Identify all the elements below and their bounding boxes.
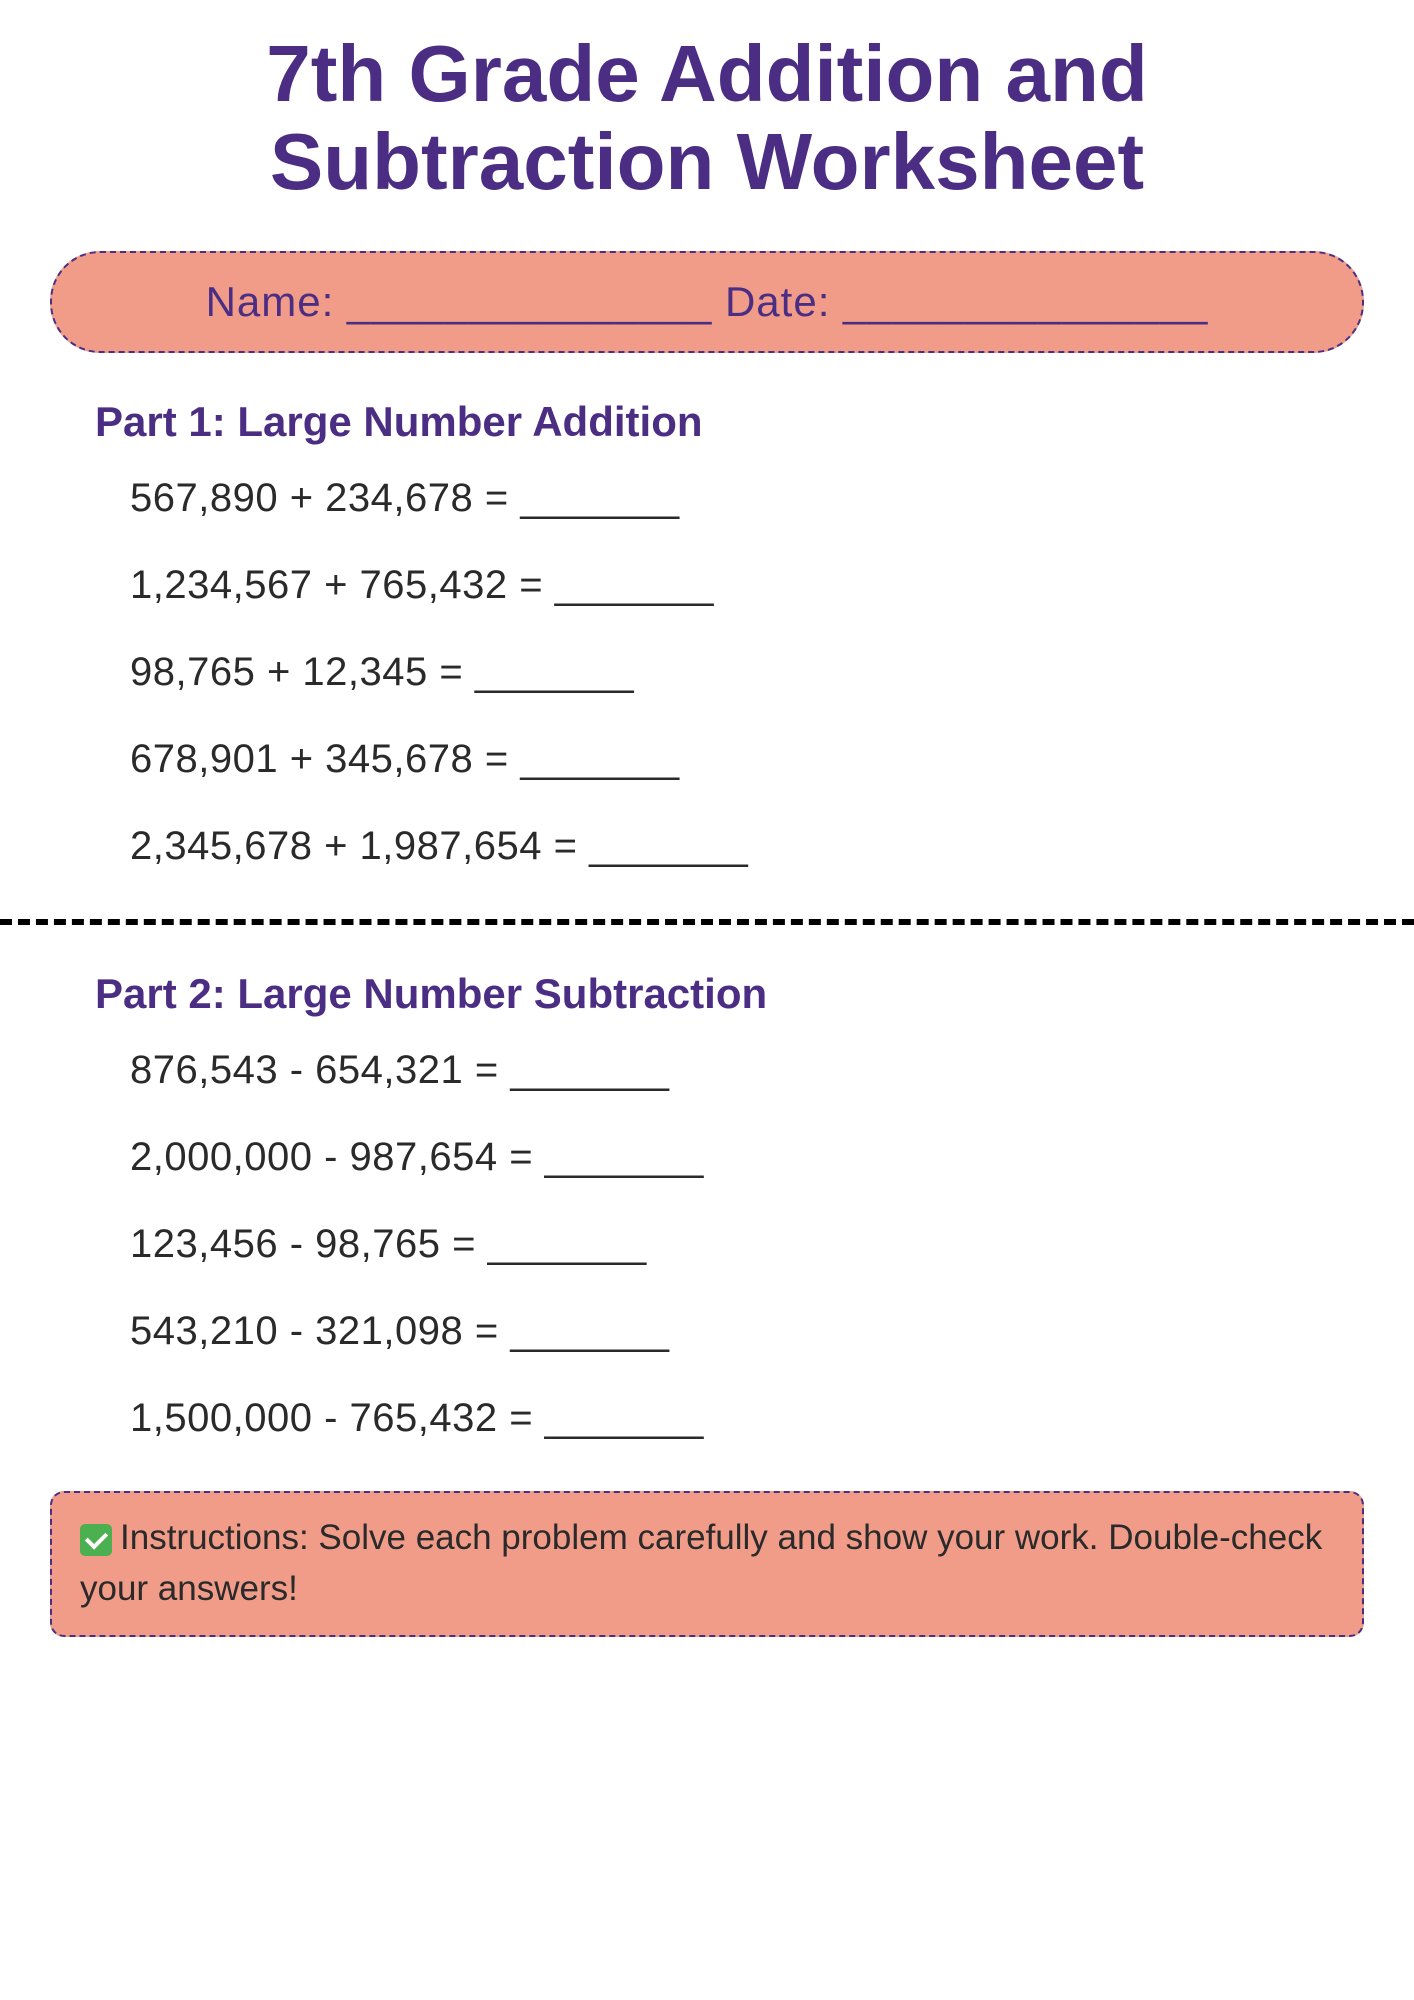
section-divider — [0, 919, 1414, 925]
problem-item[interactable]: 2,345,678 + 1,987,654 = _______ — [130, 824, 1414, 869]
instructions-label: Instructions: Solve each problem careful… — [80, 1518, 1322, 1608]
part2-title: Part 2: Large Number Subtraction — [95, 970, 1414, 1018]
problem-item[interactable]: 2,000,000 - 987,654 = _______ — [130, 1135, 1414, 1180]
name-date-box: Name: _______________ Date: ____________… — [50, 251, 1364, 353]
problem-item[interactable]: 98,765 + 12,345 = _______ — [130, 650, 1414, 695]
name-date-label[interactable]: Name: _______________ Date: ____________… — [82, 278, 1332, 326]
problem-item[interactable]: 1,500,000 - 765,432 = _______ — [130, 1396, 1414, 1441]
part1-problems-list: 567,890 + 234,678 = _______ 1,234,567 + … — [130, 476, 1414, 869]
instructions-box: Instructions: Solve each problem careful… — [50, 1491, 1364, 1637]
problem-item[interactable]: 1,234,567 + 765,432 = _______ — [130, 563, 1414, 608]
problem-item[interactable]: 678,901 + 345,678 = _______ — [130, 737, 1414, 782]
problem-item[interactable]: 123,456 - 98,765 = _______ — [130, 1222, 1414, 1267]
instructions-text: Instructions: Solve each problem careful… — [80, 1513, 1334, 1615]
problem-item[interactable]: 543,210 - 321,098 = _______ — [130, 1309, 1414, 1354]
part2-problems-list: 876,543 - 654,321 = _______ 2,000,000 - … — [130, 1048, 1414, 1441]
problem-item[interactable]: 567,890 + 234,678 = _______ — [130, 476, 1414, 521]
problem-item[interactable]: 876,543 - 654,321 = _______ — [130, 1048, 1414, 1093]
check-icon — [80, 1524, 112, 1556]
part1-title: Part 1: Large Number Addition — [95, 398, 1414, 446]
worksheet-title: 7th Grade Addition and Subtraction Works… — [0, 30, 1414, 206]
